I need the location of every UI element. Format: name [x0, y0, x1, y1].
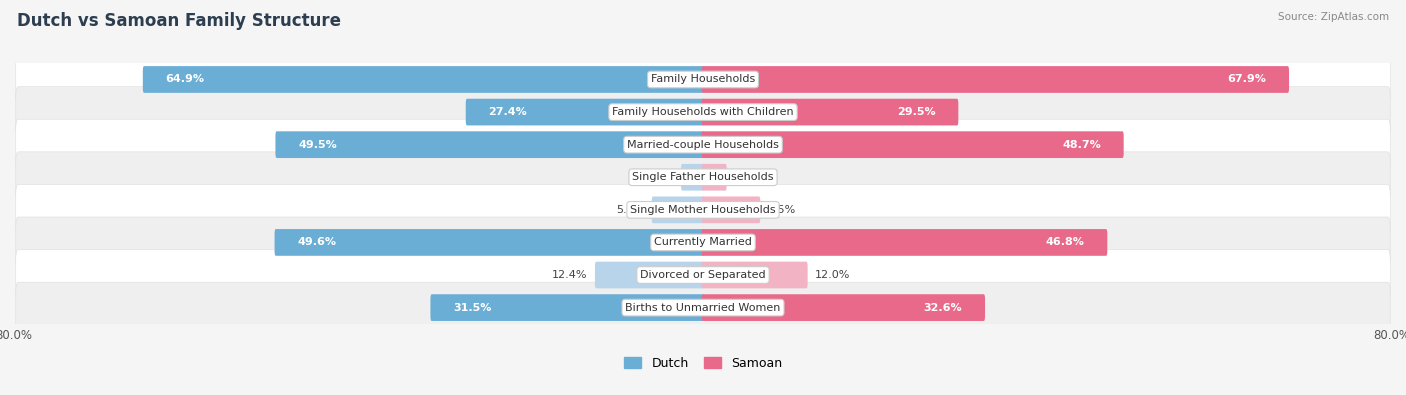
FancyBboxPatch shape — [702, 99, 959, 126]
Text: 12.0%: 12.0% — [815, 270, 851, 280]
FancyBboxPatch shape — [15, 87, 1391, 137]
FancyBboxPatch shape — [681, 164, 704, 191]
Text: Single Mother Households: Single Mother Households — [630, 205, 776, 215]
Legend: Dutch, Samoan: Dutch, Samoan — [619, 352, 787, 375]
FancyBboxPatch shape — [15, 282, 1391, 333]
Text: Married-couple Households: Married-couple Households — [627, 140, 779, 150]
FancyBboxPatch shape — [430, 294, 704, 321]
FancyBboxPatch shape — [276, 131, 704, 158]
FancyBboxPatch shape — [702, 66, 1289, 93]
FancyBboxPatch shape — [274, 229, 704, 256]
Text: Family Households with Children: Family Households with Children — [612, 107, 794, 117]
FancyBboxPatch shape — [595, 261, 704, 288]
Text: 46.8%: 46.8% — [1046, 237, 1084, 247]
Text: Single Father Households: Single Father Households — [633, 172, 773, 182]
FancyBboxPatch shape — [652, 196, 704, 223]
Text: Currently Married: Currently Married — [654, 237, 752, 247]
Text: 29.5%: 29.5% — [897, 107, 935, 117]
Text: 49.5%: 49.5% — [298, 140, 337, 150]
FancyBboxPatch shape — [15, 54, 1391, 105]
Text: 2.6%: 2.6% — [734, 172, 762, 182]
FancyBboxPatch shape — [143, 66, 704, 93]
Text: 32.6%: 32.6% — [924, 303, 962, 312]
Text: 67.9%: 67.9% — [1227, 75, 1267, 85]
Text: Dutch vs Samoan Family Structure: Dutch vs Samoan Family Structure — [17, 12, 340, 30]
FancyBboxPatch shape — [15, 250, 1391, 301]
FancyBboxPatch shape — [465, 99, 704, 126]
Text: 2.4%: 2.4% — [645, 172, 673, 182]
Text: Source: ZipAtlas.com: Source: ZipAtlas.com — [1278, 12, 1389, 22]
Text: 49.6%: 49.6% — [298, 237, 336, 247]
FancyBboxPatch shape — [15, 119, 1391, 170]
Text: Divorced or Separated: Divorced or Separated — [640, 270, 766, 280]
FancyBboxPatch shape — [15, 184, 1391, 235]
Text: 27.4%: 27.4% — [488, 107, 527, 117]
Text: 64.9%: 64.9% — [166, 75, 205, 85]
FancyBboxPatch shape — [702, 229, 1108, 256]
Text: 12.4%: 12.4% — [553, 270, 588, 280]
Text: 5.8%: 5.8% — [616, 205, 644, 215]
FancyBboxPatch shape — [702, 196, 761, 223]
Text: 31.5%: 31.5% — [453, 303, 492, 312]
FancyBboxPatch shape — [702, 294, 986, 321]
FancyBboxPatch shape — [702, 131, 1123, 158]
Text: 48.7%: 48.7% — [1062, 140, 1101, 150]
Text: Births to Unmarried Women: Births to Unmarried Women — [626, 303, 780, 312]
FancyBboxPatch shape — [702, 261, 807, 288]
FancyBboxPatch shape — [15, 152, 1391, 203]
Text: 6.5%: 6.5% — [768, 205, 796, 215]
Text: Family Households: Family Households — [651, 75, 755, 85]
FancyBboxPatch shape — [702, 164, 727, 191]
FancyBboxPatch shape — [15, 217, 1391, 268]
